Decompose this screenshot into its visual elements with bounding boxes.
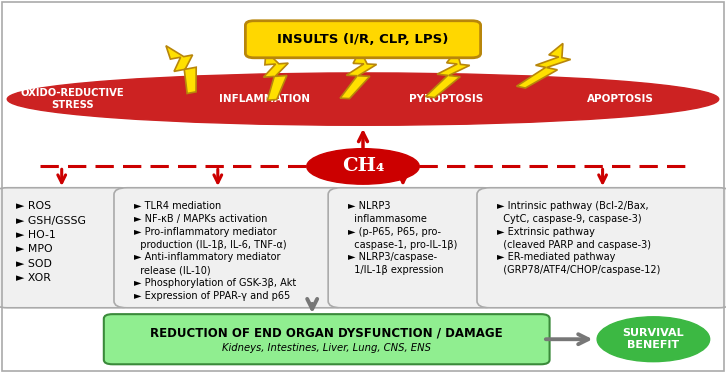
- FancyBboxPatch shape: [245, 21, 481, 58]
- Text: INSULTS (I/R, CLP, LPS): INSULTS (I/R, CLP, LPS): [277, 33, 449, 46]
- Ellipse shape: [307, 148, 420, 184]
- Text: ► NLRP3
  inflammasome
► (p-P65, P65, pro-
  caspase-1, pro-IL-1β)
► NLRP3/caspa: ► NLRP3 inflammasome ► (p-P65, P65, pro-…: [348, 201, 458, 275]
- Text: PYROPTOSIS: PYROPTOSIS: [409, 94, 484, 104]
- Polygon shape: [517, 43, 571, 88]
- Text: Kidneys, Intestines, Liver, Lung, CNS, ENS: Kidneys, Intestines, Liver, Lung, CNS, E…: [222, 343, 431, 353]
- Text: REDUCTION OF END ORGAN DYSFUNCTION / DAMAGE: REDUCTION OF END ORGAN DYSFUNCTION / DAM…: [150, 326, 503, 339]
- Polygon shape: [425, 50, 470, 98]
- Text: INFLAMMATION: INFLAMMATION: [219, 94, 311, 104]
- Polygon shape: [264, 51, 288, 100]
- Ellipse shape: [597, 317, 709, 362]
- FancyBboxPatch shape: [0, 188, 133, 308]
- Ellipse shape: [7, 73, 719, 125]
- Polygon shape: [340, 50, 377, 99]
- FancyBboxPatch shape: [328, 188, 496, 308]
- Text: ► TLR4 mediation
► NF-κB / MAPKs activation
► Pro-inflammatory mediator
  produc: ► TLR4 mediation ► NF-κB / MAPKs activat…: [134, 201, 296, 301]
- Polygon shape: [166, 46, 196, 94]
- Text: OXIDO-REDUCTIVE
STRESS: OXIDO-REDUCTIVE STRESS: [21, 88, 124, 110]
- FancyBboxPatch shape: [114, 188, 347, 308]
- FancyBboxPatch shape: [104, 314, 550, 364]
- Text: CH₄: CH₄: [342, 157, 384, 175]
- Text: ► ROS
► GSH/GSSG
► HO-1
► MPO
► SOD
► XOR: ► ROS ► GSH/GSSG ► HO-1 ► MPO ► SOD ► XO…: [16, 201, 86, 283]
- Text: SURVIVAL
BENEFIT: SURVIVAL BENEFIT: [623, 328, 684, 350]
- FancyBboxPatch shape: [477, 188, 726, 308]
- Text: APOPTOSIS: APOPTOSIS: [587, 94, 654, 104]
- Text: ► Intrinsic pathway (Bcl-2/Bax,
  CytC, caspase-9, caspase-3)
► Extrinsic pathwa: ► Intrinsic pathway (Bcl-2/Bax, CytC, ca…: [497, 201, 661, 275]
